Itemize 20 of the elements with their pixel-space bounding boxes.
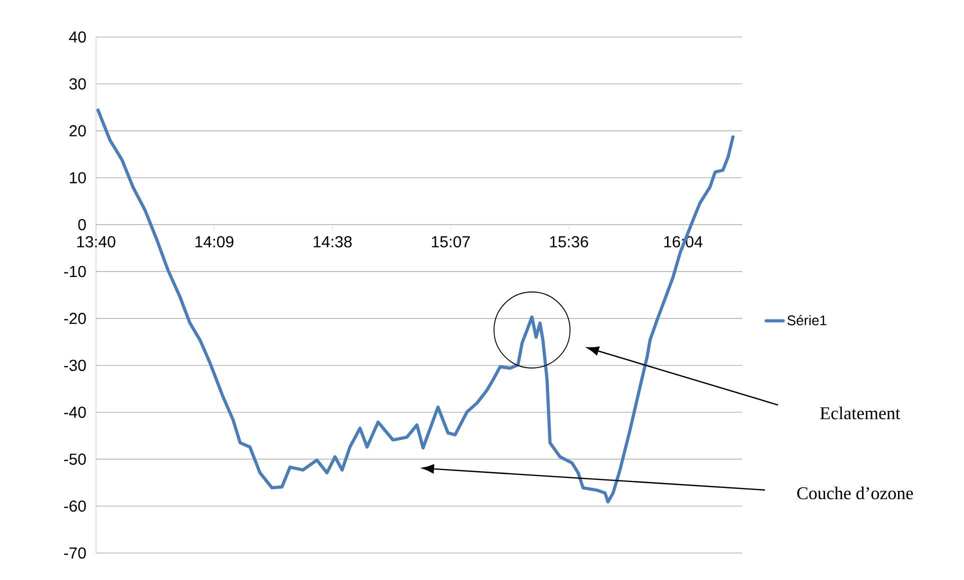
text: Eclatement bbox=[820, 406, 900, 420]
x-tick-label: 15:07 bbox=[432, 236, 470, 248]
y-tick-label: -70 bbox=[64, 547, 86, 559]
legend-label: Série1 bbox=[787, 314, 826, 326]
y-tick-label: 0 bbox=[78, 218, 86, 230]
y-tick-label: 40 bbox=[69, 31, 86, 43]
x-tick-label: 14:38 bbox=[314, 236, 352, 248]
y-tick-label: -10 bbox=[64, 266, 86, 278]
text: Couche d’ozone bbox=[797, 486, 913, 500]
x-tick-label: 15:36 bbox=[550, 236, 588, 248]
y-tick-label: 10 bbox=[70, 172, 86, 184]
x-tick-label: 14:09 bbox=[195, 236, 234, 248]
y-tick-label: -60 bbox=[64, 500, 86, 512]
y-tick-label: -50 bbox=[64, 454, 86, 465]
y-tick-label: -40 bbox=[64, 406, 86, 418]
y-tick-label: 20 bbox=[70, 125, 86, 136]
x-tick-label: 13:40 bbox=[77, 236, 116, 248]
y-tick-label: 30 bbox=[69, 78, 86, 90]
y-tick-label: -30 bbox=[64, 360, 86, 371]
y-tick-label: -20 bbox=[64, 312, 86, 324]
